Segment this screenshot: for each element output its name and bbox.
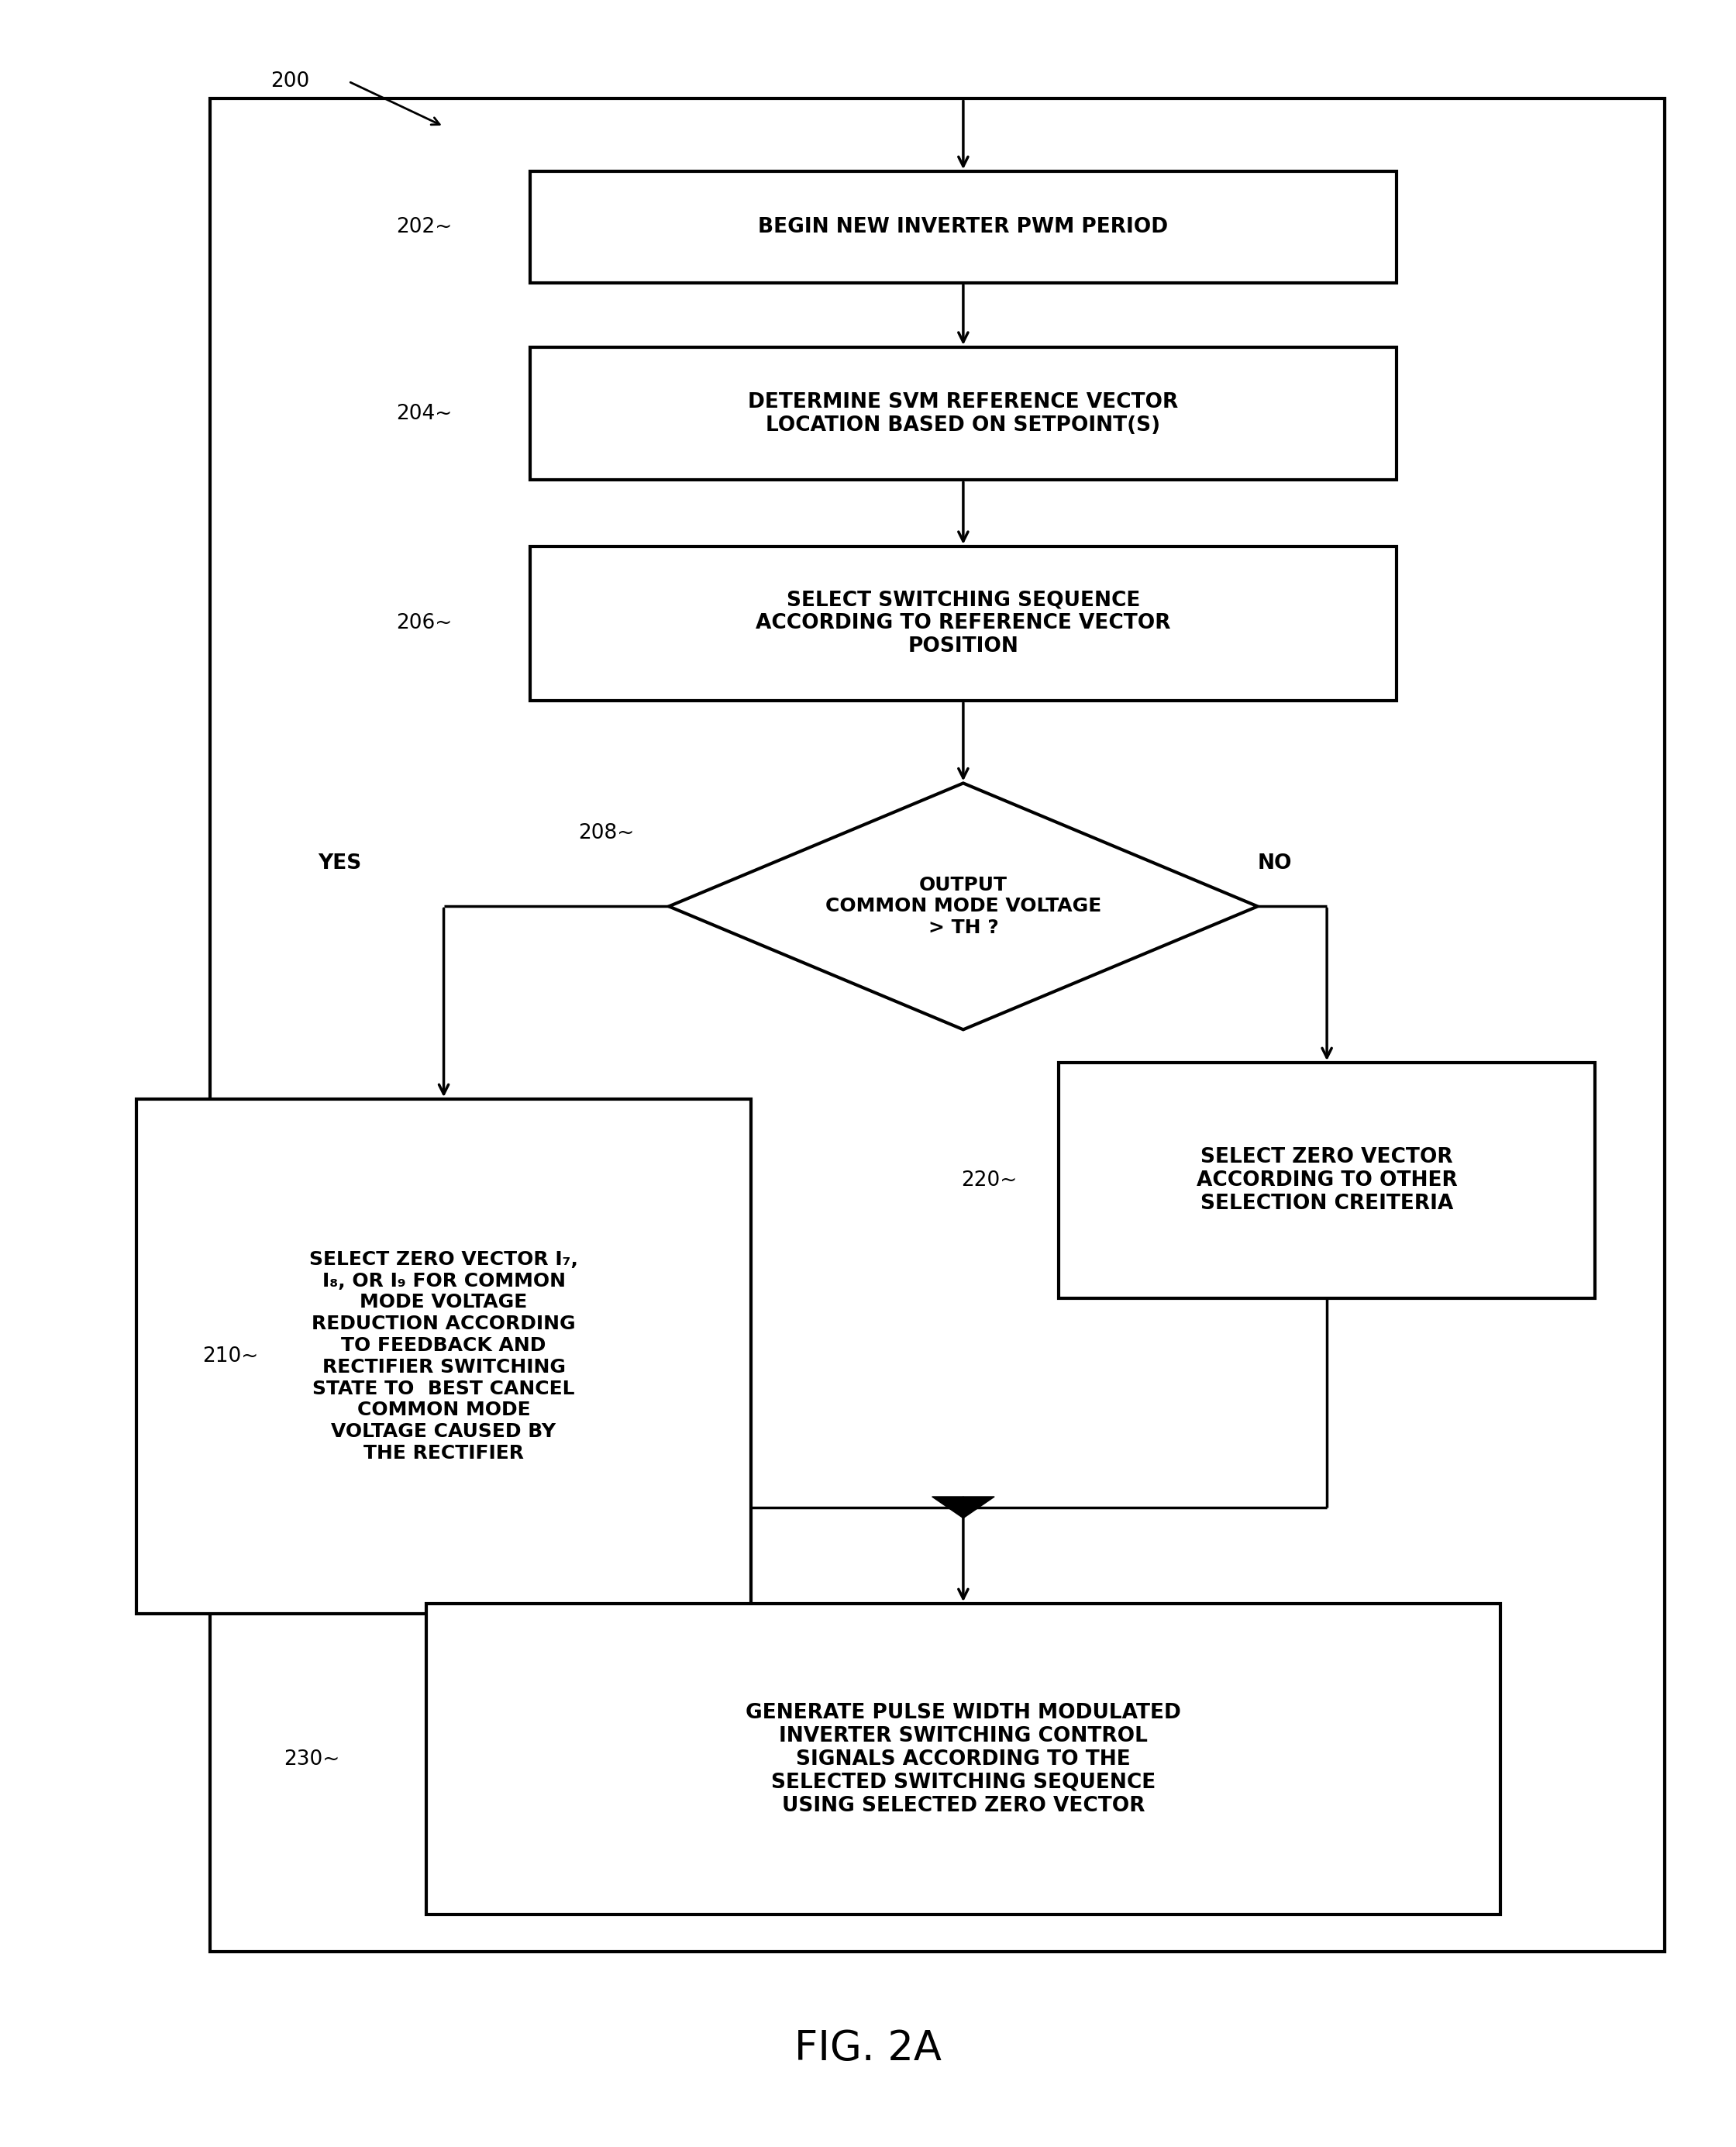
Text: SELECT ZERO VECTOR
ACCORDING TO OTHER
SELECTION CREITERIA: SELECT ZERO VECTOR ACCORDING TO OTHER SE… <box>1196 1146 1458 1213</box>
FancyBboxPatch shape <box>1059 1063 1595 1299</box>
Text: SELECT ZERO VECTOR I₇,
I₈, OR I₉ FOR COMMON
MODE VOLTAGE
REDUCTION ACCORDING
TO : SELECT ZERO VECTOR I₇, I₈, OR I₉ FOR COM… <box>309 1250 578 1462</box>
Text: BEGIN NEW INVERTER PWM PERIOD: BEGIN NEW INVERTER PWM PERIOD <box>759 217 1168 236</box>
Text: OUTPUT
COMMON MODE VOLTAGE
> TH ?: OUTPUT COMMON MODE VOLTAGE > TH ? <box>825 876 1101 938</box>
Text: SELECT SWITCHING SEQUENCE
ACCORDING TO REFERENCE VECTOR
POSITION: SELECT SWITCHING SEQUENCE ACCORDING TO R… <box>755 590 1170 657</box>
FancyBboxPatch shape <box>529 172 1396 283</box>
Polygon shape <box>932 1496 963 1518</box>
Text: YES: YES <box>318 855 361 874</box>
Text: NO: NO <box>1257 855 1292 874</box>
Text: 200: 200 <box>271 71 309 92</box>
Text: GENERATE PULSE WIDTH MODULATED
INVERTER SWITCHING CONTROL
SIGNALS ACCORDING TO T: GENERATE PULSE WIDTH MODULATED INVERTER … <box>745 1703 1180 1816</box>
Text: 208~: 208~ <box>578 824 634 844</box>
Text: 210~: 210~ <box>203 1346 259 1365</box>
FancyBboxPatch shape <box>137 1099 752 1612</box>
Text: 230~: 230~ <box>285 1750 340 1769</box>
FancyBboxPatch shape <box>427 1604 1500 1915</box>
Text: FIG. 2A: FIG. 2A <box>795 2029 941 2068</box>
Text: 204~: 204~ <box>396 404 453 423</box>
Text: 220~: 220~ <box>962 1170 1017 1192</box>
Polygon shape <box>963 1496 995 1518</box>
Text: 202~: 202~ <box>396 217 453 236</box>
Text: 206~: 206~ <box>396 614 453 633</box>
Polygon shape <box>668 784 1257 1031</box>
FancyBboxPatch shape <box>529 348 1396 481</box>
Text: DETERMINE SVM REFERENCE VECTOR
LOCATION BASED ON SETPOINT(S): DETERMINE SVM REFERENCE VECTOR LOCATION … <box>748 393 1179 436</box>
FancyBboxPatch shape <box>529 545 1396 700</box>
